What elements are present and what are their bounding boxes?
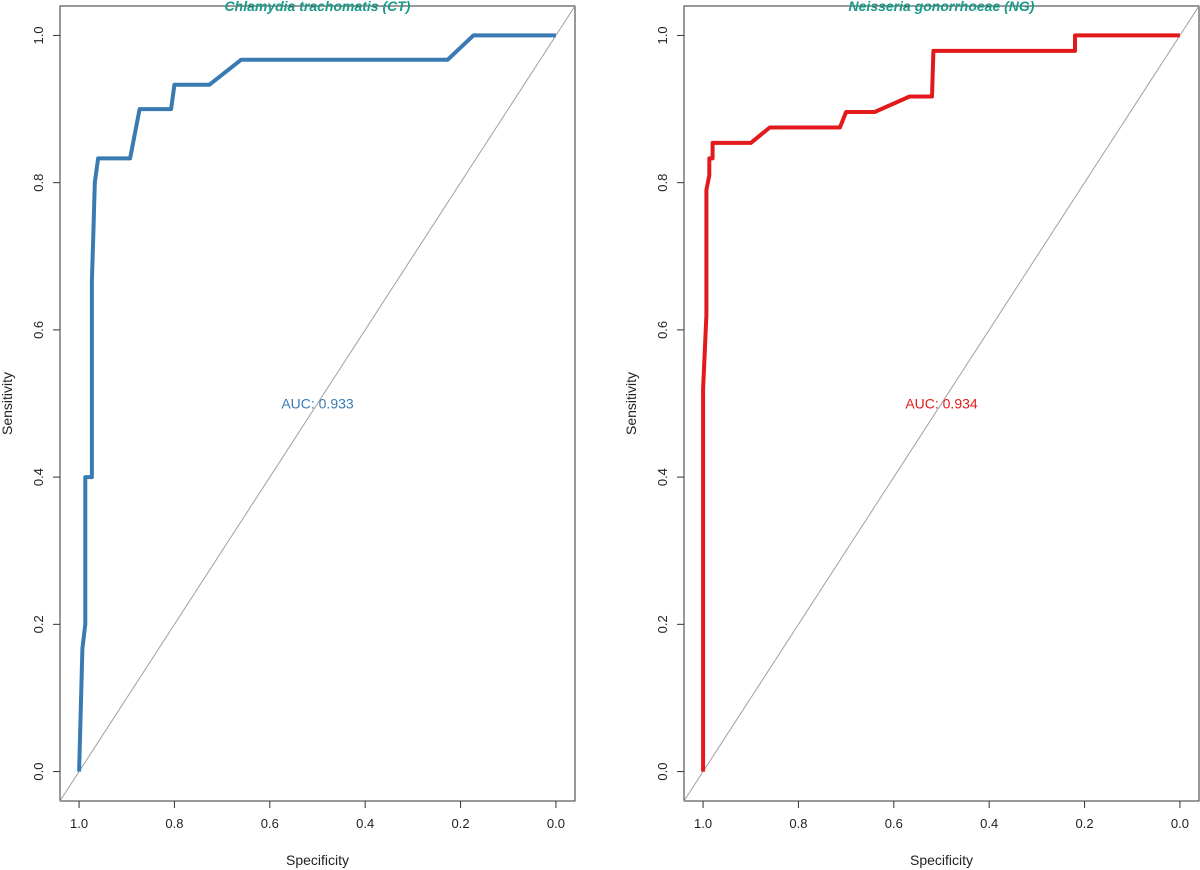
x-axis-label: Specificity	[286, 852, 349, 868]
y-tick-label: 1.0	[655, 26, 670, 44]
x-tick-label: 1.0	[694, 816, 712, 831]
plot-frame	[59, 5, 576, 802]
auc-annotation: AUC: 0.933	[281, 396, 354, 412]
panel-title: Chlamydia trachomatis (CT)	[225, 0, 411, 14]
x-tick-label: 0.4	[980, 816, 998, 831]
plot-frame	[683, 5, 1200, 802]
y-tick-label: 0.0	[655, 763, 670, 781]
x-tick-label: 0.0	[547, 816, 565, 831]
y-tick-label: 0.2	[655, 615, 670, 633]
y-tick-label: 0.4	[655, 468, 670, 486]
x-tick-label: 1.0	[70, 816, 88, 831]
y-tick-label: 1.0	[31, 26, 46, 44]
x-tick-label: 0.2	[1076, 816, 1094, 831]
y-axis-label: Sensitivity	[623, 372, 639, 435]
panel-title: Neisseria gonorrhoeae (NG)	[849, 0, 1035, 14]
x-axis-label: Specificity	[910, 852, 973, 868]
x-tick-label: 0.8	[789, 816, 807, 831]
y-tick-label: 0.6	[31, 321, 46, 339]
y-axis-label: Sensitivity	[0, 372, 15, 435]
roc-panel-ng: 1.0 0.8 0.6 0.4 0.2 0.0 0.0 0.2 0.4 0.6 0.8 1.0 Spec…	[623, 0, 1200, 868]
x-tick-label: 0.4	[356, 816, 374, 831]
x-tick-label: 0.6	[885, 816, 903, 831]
y-tick-label: 0.8	[655, 174, 670, 192]
y-tick-label: 0.8	[31, 174, 46, 192]
y-tick-label: 0.2	[31, 615, 46, 633]
auc-annotation: AUC: 0.934	[905, 396, 978, 412]
y-tick-label: 0.0	[31, 763, 46, 781]
roc-panel-ct: 1.0 0.8 0.6 0.4 0.2 0.0 0.0 0.2 0.4 0.6 0.8 1.0 Spec…	[0, 0, 576, 868]
y-tick-label: 0.6	[655, 321, 670, 339]
reference-diagonal	[59, 5, 576, 802]
reference-diagonal	[683, 5, 1200, 802]
x-tick-label: 0.2	[452, 816, 470, 831]
x-tick-label: 0.6	[261, 816, 279, 831]
y-tick-label: 0.4	[31, 468, 46, 486]
x-tick-label: 0.0	[1171, 816, 1189, 831]
roc-curve	[77, 33, 556, 772]
roc-curve	[701, 33, 1180, 772]
x-tick-label: 0.8	[165, 816, 183, 831]
